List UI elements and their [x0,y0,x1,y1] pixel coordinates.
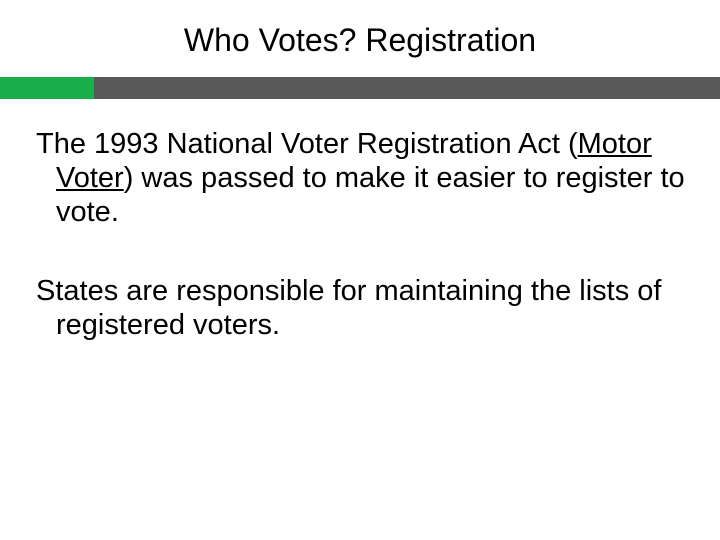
accent-bar [0,77,720,99]
content-area: The 1993 National Voter Registration Act… [0,99,720,342]
accent-bar-gray [94,77,720,99]
p1-prefix: The 1993 National Voter Registration Act… [36,128,578,160]
paragraph-1: The 1993 National Voter Registration Act… [18,127,702,230]
paragraph-2: States are responsible for maintaining t… [18,274,702,342]
slide: Who Votes? Registration The 1993 Nationa… [0,0,720,540]
accent-bar-green [0,77,94,99]
p1-suffix: ) was passed to make it easier to regist… [56,162,685,228]
slide-title: Who Votes? Registration [0,0,720,77]
